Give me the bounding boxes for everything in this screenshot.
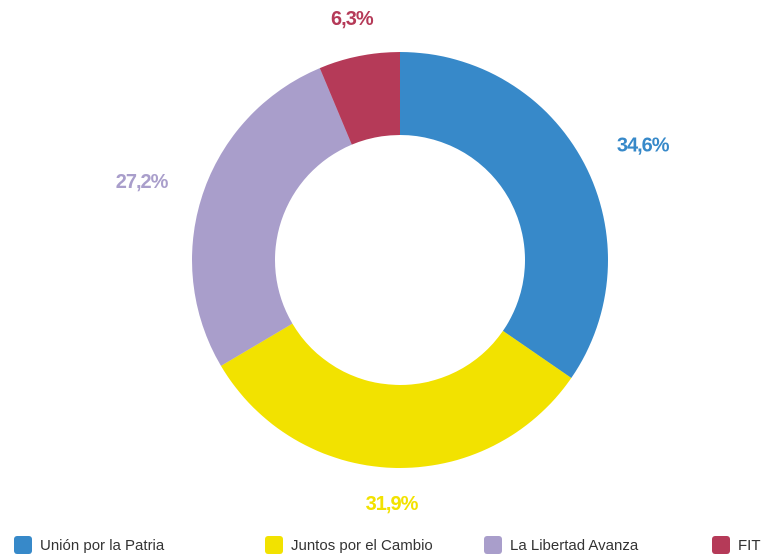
value-label: 27,2% [116,171,169,193]
legend-swatch [14,536,32,554]
legend-label: Juntos por el Cambio [291,537,433,554]
donut-slice [191,68,352,366]
legend-swatch [265,536,283,554]
donut-slice [220,323,572,469]
value-label: 6,3% [331,8,374,30]
legend-swatch [484,536,502,554]
value-label: 31,9% [366,493,419,515]
legend-label: Unión por la Patria [40,537,165,554]
legend-label: La Libertad Avanza [510,537,639,554]
legend-label: FIT [738,537,761,554]
donut-slice [319,52,400,145]
donut-slice [400,52,609,378]
value-label: 34,6% [617,134,670,156]
legend-swatch [712,536,730,554]
